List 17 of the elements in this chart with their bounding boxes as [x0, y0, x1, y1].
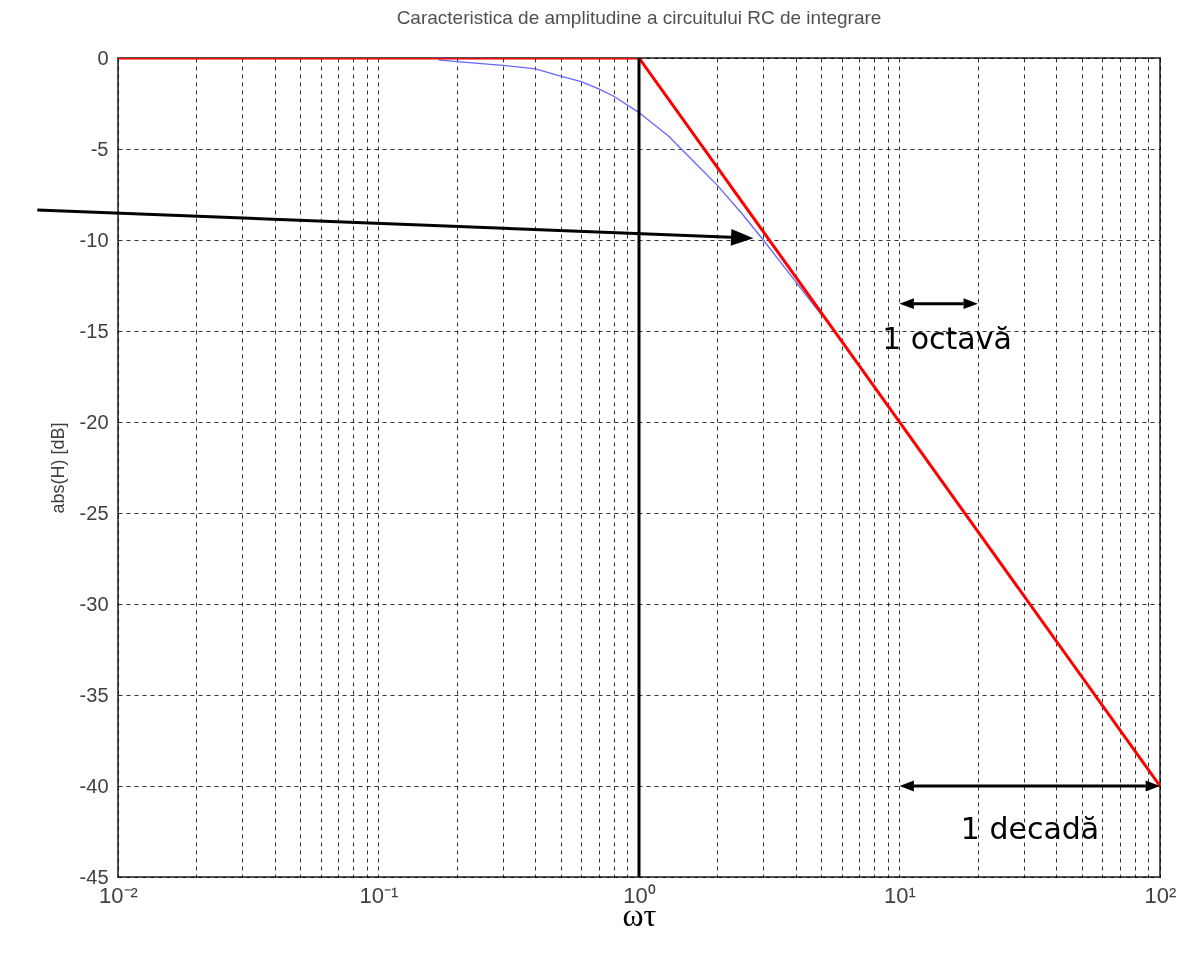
y-tick-label: -15 [79, 319, 109, 342]
chart-title: Caracteristica de amplitudine a circuitului RC de integrare [396, 7, 882, 28]
y-tick-label: -30 [79, 592, 109, 615]
y-tick-label: -20 [79, 410, 109, 433]
x-tick-label: 10² [1144, 882, 1177, 908]
y-tick-label: 0 [97, 46, 109, 69]
y-axis-title: abs(H) [dB] [47, 422, 68, 514]
x-tick-label: 10¹ [884, 882, 916, 908]
y-tick-label: -10 [79, 228, 109, 251]
y-tick-label: -40 [79, 774, 109, 797]
annotation: 1 decadă [960, 811, 1100, 846]
y-tick-label: -35 [79, 683, 109, 706]
y-tick-label: -5 [90, 137, 109, 160]
annotation: 1 octavă [882, 321, 1012, 356]
x-tick-label: 10⁻¹ [359, 882, 399, 908]
y-tick-label: -25 [79, 501, 109, 524]
y-tick-label: -45 [79, 865, 109, 888]
